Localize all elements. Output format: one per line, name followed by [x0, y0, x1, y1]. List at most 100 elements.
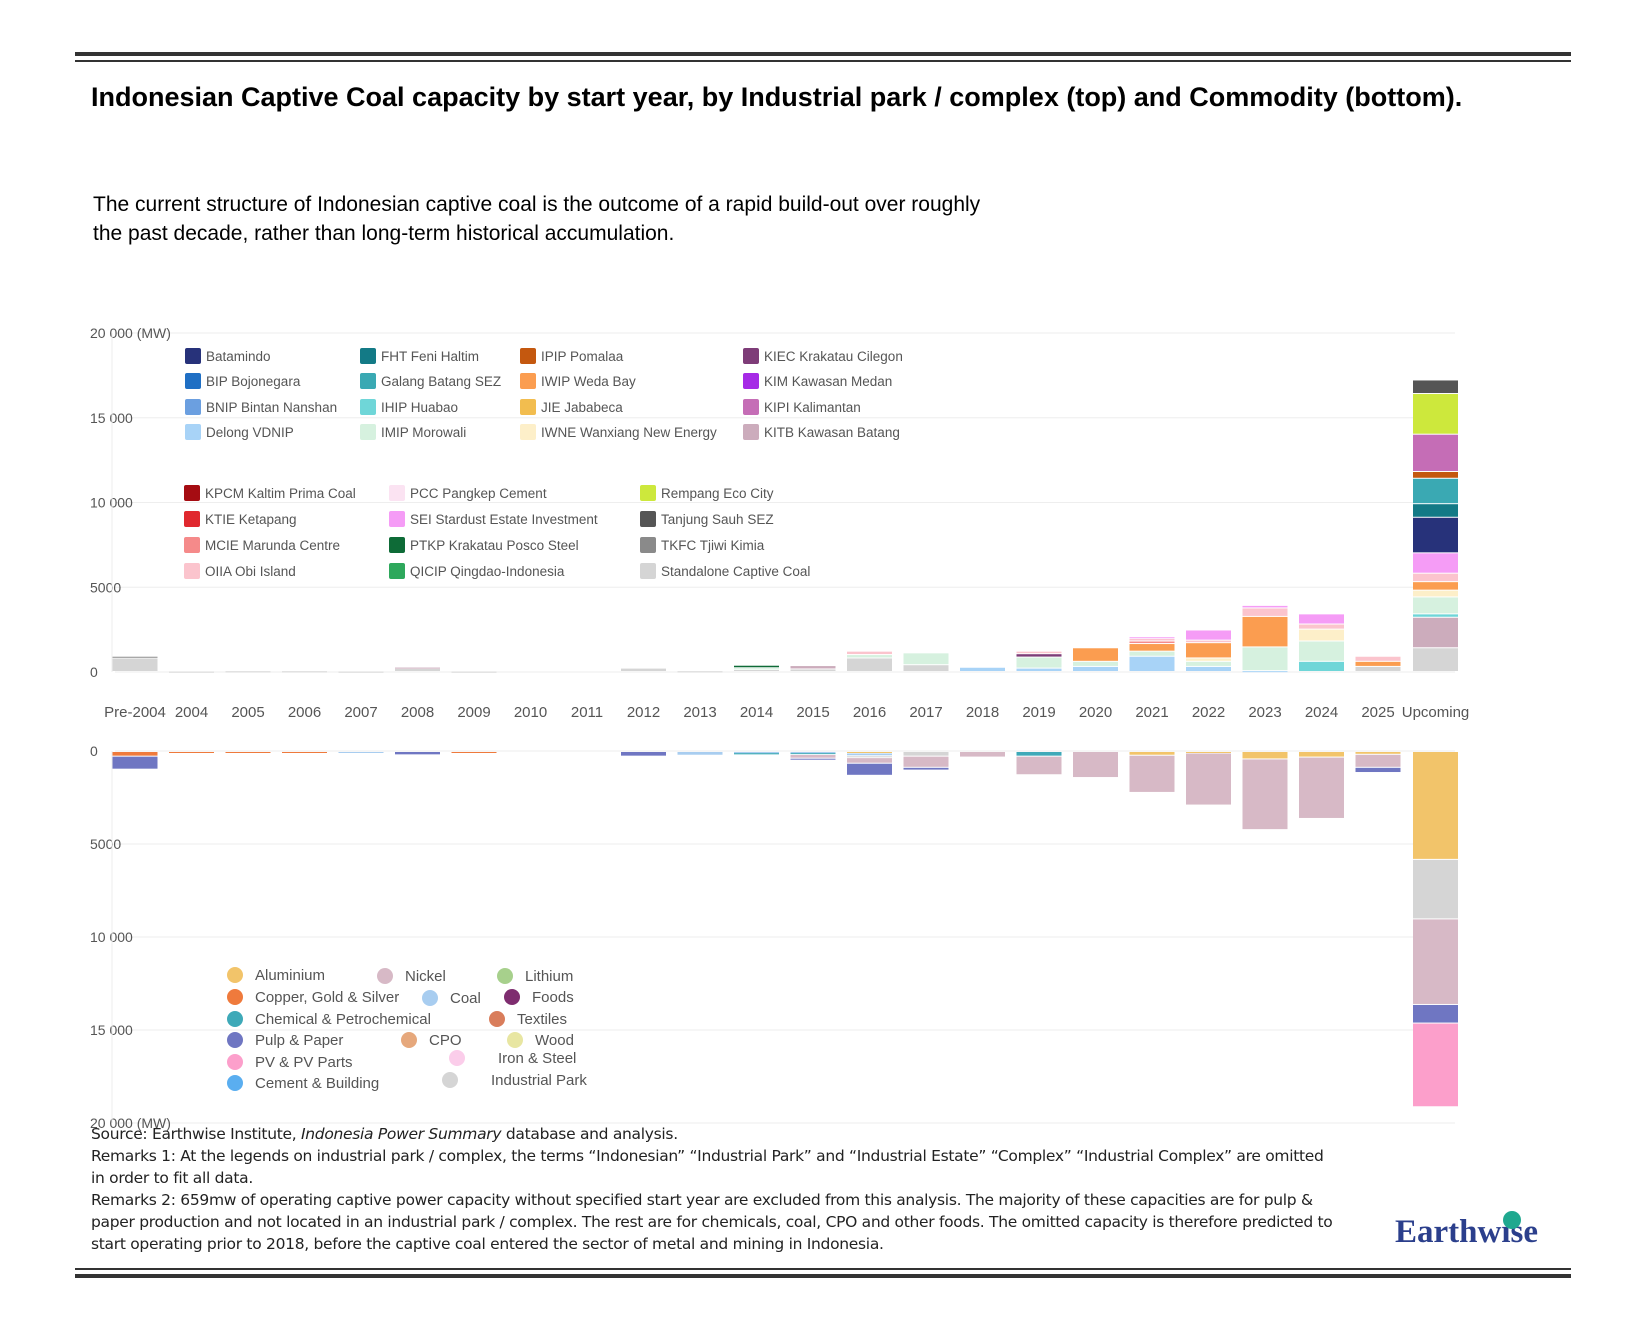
bottom-bar-segment	[395, 752, 440, 755]
top-bar-segment	[1355, 666, 1401, 671]
top-bar-segment	[960, 667, 1005, 671]
x-tick-label: 2020	[1079, 704, 1112, 721]
bottom-bar-segment	[338, 752, 384, 753]
top-bar-segment	[1413, 573, 1458, 582]
x-tick-label: 2021	[1135, 704, 1168, 721]
legend-circle-icon	[227, 1032, 243, 1048]
bottom-bar-segment	[1413, 859, 1458, 919]
top-rule-thick	[75, 52, 1571, 56]
bottom-bar-segment	[1355, 754, 1401, 767]
legend-label: Chemical & Petrochemical	[255, 1011, 431, 1028]
legend-label: Standalone Captive Coal	[661, 564, 810, 579]
legend-label: Wood	[535, 1032, 574, 1049]
legend-swatch-icon	[360, 424, 376, 440]
x-tick-label: 2011	[571, 704, 603, 721]
legend-label: KPCM Kaltim Prima Coal	[205, 486, 356, 501]
x-tick-label: Pre-2004	[104, 704, 166, 721]
legend-circle-icon	[401, 1032, 417, 1048]
x-tick-label: 2024	[1305, 704, 1338, 721]
legend-circle-icon	[422, 990, 438, 1006]
bottom-bar-segment	[903, 756, 949, 767]
top-bar-segment	[1129, 641, 1175, 644]
legend-label: IMIP Morowali	[381, 425, 466, 440]
x-tick-label: 2009	[457, 704, 490, 721]
top-bar-segment	[1413, 553, 1458, 573]
top-bar-segment	[1016, 668, 1062, 671]
legend-label: TKFC Tjiwi Kimia	[661, 538, 765, 553]
top-bar-segment	[1413, 380, 1458, 394]
x-tick-label: 2015	[796, 704, 829, 721]
legend-swatch-icon	[360, 399, 376, 415]
top-bar-segment	[1129, 651, 1175, 656]
top-y-tick-label: 20 000 (MW)	[90, 325, 171, 341]
legend-label: OIIA Obi Island	[205, 564, 296, 579]
legend-label: PCC Pangkep Cement	[410, 486, 547, 501]
x-tick-label: 2008	[401, 704, 434, 721]
bottom-bar-segment	[1355, 767, 1401, 773]
legend-label: KIEC Krakatau Cilegon	[764, 349, 903, 364]
top-bar-segment	[1073, 661, 1118, 666]
bottom-bar-segment	[1242, 759, 1288, 830]
top-bar-segment	[677, 671, 723, 673]
top-bar-segment	[1073, 666, 1118, 671]
bottom-bar-segment	[1129, 752, 1175, 755]
bottom-bar-segment	[1413, 1004, 1458, 1023]
legend-swatch-icon	[185, 399, 201, 415]
top-bar-segment	[1299, 641, 1344, 661]
remarks-2: Remarks 2: 659mw of operating captive po…	[91, 1191, 1333, 1253]
remarks-1: Remarks 1: At the legends on industrial …	[91, 1147, 1324, 1187]
top-bar-segment	[169, 671, 214, 673]
legend-swatch-icon	[389, 511, 405, 527]
source-prefix: Source: Earthwise Institute,	[91, 1125, 301, 1143]
top-bar-segment	[1242, 608, 1288, 616]
legend-circle-icon	[227, 1011, 243, 1027]
top-bar-segment	[1355, 661, 1401, 666]
bottom-bar-segment	[225, 752, 271, 753]
x-tick-label: 2022	[1192, 704, 1225, 721]
bottom-bar-segment	[847, 763, 892, 775]
top-bar-segment	[1413, 478, 1458, 504]
legend-swatch-icon	[184, 537, 200, 553]
x-tick-label: 2012	[627, 704, 660, 721]
top-y-tick-label: 0	[90, 664, 98, 680]
top-bar-segment	[1129, 656, 1175, 671]
bottom-bar-segment	[1413, 919, 1458, 1004]
top-bar-segment	[790, 669, 836, 671]
logo-dot-icon	[1503, 1211, 1521, 1229]
top-bar-segment	[1299, 629, 1344, 641]
legend-label: Tanjung Sauh SEZ	[661, 512, 774, 527]
legend-label: CPO	[429, 1032, 462, 1049]
legend-label: FHT Feni Haltim	[381, 349, 479, 364]
bottom-rule-thin	[75, 1268, 1571, 1270]
bottom-bar-segment	[677, 752, 723, 755]
bottom-bar-segment	[790, 758, 836, 760]
legend-label: BNIP Bintan Nanshan	[206, 400, 337, 415]
legend-circle-icon	[504, 989, 520, 1005]
legend-label: Delong VDNIP	[206, 425, 294, 440]
legend-swatch-icon	[184, 563, 200, 579]
top-bar-segment	[1299, 624, 1344, 629]
bottom-bar-segment	[1016, 756, 1062, 775]
legend-label: Batamindo	[206, 349, 271, 364]
top-bar-segment	[1242, 671, 1288, 673]
bottom-bar-segment	[847, 753, 892, 756]
bottom-bar-segment	[1413, 1023, 1458, 1107]
top-bar-segment	[1355, 656, 1401, 661]
legend-label: Rempang Eco City	[661, 486, 774, 501]
legend-swatch-icon	[640, 511, 656, 527]
top-bar-segment	[282, 671, 327, 673]
x-tick-label: 2010	[514, 704, 547, 721]
top-bar-segment	[1413, 504, 1458, 517]
legend-label: Coal	[450, 990, 481, 1007]
legend-swatch-icon	[520, 424, 536, 440]
legend-circle-icon	[449, 1050, 465, 1066]
notes-section: Source: Earthwise Institute, Indonesia P…	[91, 1123, 1341, 1255]
top-bar-segment	[1073, 648, 1118, 661]
bottom-bar-segment	[1299, 757, 1344, 818]
bottom-bar-segment	[790, 754, 836, 758]
top-bar-segment	[1186, 643, 1231, 658]
top-bar-segment	[1413, 617, 1458, 648]
top-bar-segment	[903, 665, 949, 671]
legend-label: SEI Stardust Estate Investment	[410, 512, 598, 527]
legend-label: Pulp & Paper	[255, 1032, 343, 1049]
